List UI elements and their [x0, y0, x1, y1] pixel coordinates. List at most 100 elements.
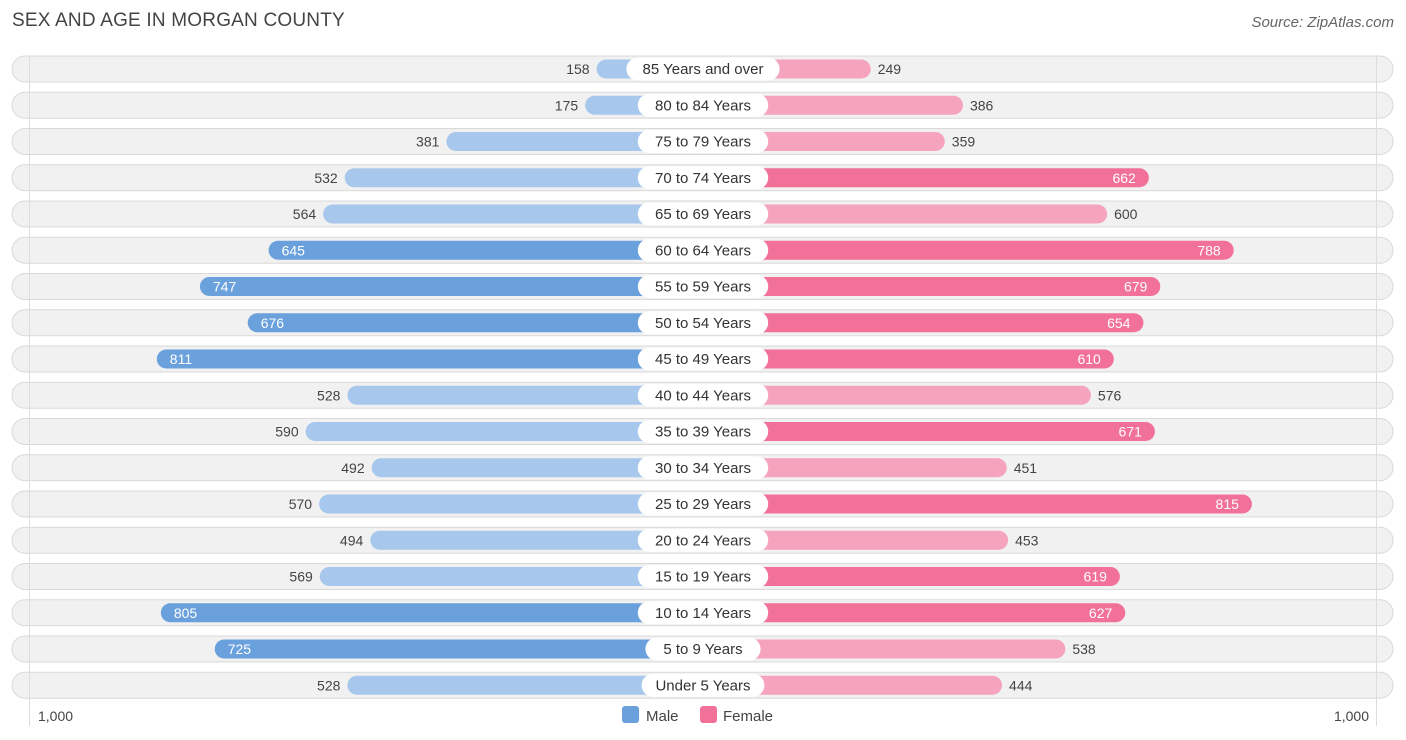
- female-bar: [703, 567, 1120, 586]
- category-pill: [637, 420, 769, 443]
- female-bar: [703, 422, 1155, 441]
- female-value-label: 249: [878, 61, 902, 77]
- male-bar: [370, 530, 703, 550]
- male-value-label: 569: [289, 569, 313, 585]
- axis-layer: 1,000 1,000: [29, 56, 1377, 726]
- female-value-label: 671: [1119, 424, 1143, 440]
- male-value-label: 811: [170, 351, 193, 367]
- row-55-to-59-years: 55 to 59 Years 747 679: [11, 273, 1394, 300]
- row-35-to-39-years: 35 to 39 Years 590 671: [11, 418, 1394, 445]
- male-value-label: 645: [282, 242, 306, 258]
- row-75-to-79-years: 75 to 79 Years 381 359: [11, 128, 1394, 155]
- row-30-to-34-years: 30 to 34 Years 492 451: [11, 454, 1394, 482]
- category-pill: [637, 347, 769, 371]
- rows-layer: 85 Years and over 158 249 80 to 84 Years 175…: [11, 55, 1394, 699]
- category-label: 40 to 44 Years: [655, 387, 751, 404]
- male-value-label: 175: [555, 97, 579, 113]
- category-pill: [637, 202, 769, 226]
- category-label: 70 to 74 Years: [655, 170, 751, 187]
- row-25-to-29-years: 25 to 29 Years 570 815: [11, 490, 1394, 518]
- female-bar: [703, 385, 1091, 405]
- female-bar: [703, 240, 1234, 260]
- female-bar: [703, 168, 1149, 188]
- category-label: 75 to 79 Years: [655, 134, 751, 151]
- female-bar: [703, 639, 1066, 659]
- category-pill: [641, 673, 765, 697]
- category-label: 30 to 34 Years: [655, 460, 751, 477]
- category-pill: [637, 311, 769, 335]
- male-value-label: 528: [317, 387, 341, 403]
- category-label: 55 to 59 Years: [655, 279, 751, 296]
- female-value-label: 619: [1084, 569, 1108, 585]
- male-bar: [199, 277, 703, 296]
- category-label: 10 to 14 Years: [655, 605, 751, 622]
- male-bar: [247, 313, 704, 333]
- category-pill: [637, 93, 769, 117]
- category-pill: [637, 456, 769, 480]
- female-value-label: 576: [1098, 387, 1122, 403]
- category-label: 20 to 24 Years: [655, 532, 751, 549]
- female-bar: [703, 675, 1003, 695]
- male-bar: [323, 204, 703, 224]
- legend-female-label: Female: [723, 708, 773, 725]
- female-bar: [703, 494, 1252, 514]
- female-bar: [703, 313, 1144, 333]
- row-5-to-9-years: 5 to 9 Years 725 538: [11, 635, 1394, 663]
- legend-male-swatch: [622, 706, 639, 723]
- category-pill: [637, 492, 769, 516]
- category-label: 15 to 19 Years: [655, 569, 751, 586]
- male-bar: [319, 494, 703, 514]
- male-bar: [160, 603, 703, 623]
- row-10-to-14-years: 10 to 14 Years 805 627: [11, 599, 1394, 627]
- category-pill: [637, 383, 769, 407]
- female-value-label: 788: [1197, 242, 1221, 258]
- category-label: 5 to 9 Years: [663, 641, 742, 658]
- category-label: 85 Years and over: [643, 61, 764, 78]
- male-value-label: 492: [341, 460, 365, 476]
- male-value-label: 570: [289, 496, 313, 512]
- female-value-label: 815: [1216, 496, 1240, 512]
- row-under-5-years: Under 5 Years 528 444: [11, 671, 1394, 699]
- female-value-label: 359: [952, 134, 976, 150]
- category-pill: [637, 601, 769, 625]
- female-value-label: 386: [970, 97, 994, 113]
- row-15-to-19-years: 15 to 19 Years 569 619: [11, 563, 1394, 590]
- category-pill: [637, 166, 769, 190]
- male-bar: [344, 168, 703, 188]
- female-value-label: 600: [1114, 206, 1138, 222]
- male-bar: [268, 240, 703, 260]
- row-60-to-64-years: 60 to 64 Years 645 788: [11, 236, 1394, 264]
- male-value-label: 676: [261, 315, 285, 331]
- male-value-label: 381: [416, 134, 440, 150]
- male-value-label: 805: [174, 605, 198, 621]
- female-value-label: 654: [1107, 315, 1131, 331]
- female-value-label: 538: [1072, 641, 1096, 657]
- category-label: 60 to 64 Years: [655, 242, 751, 259]
- category-pill: [637, 275, 769, 298]
- female-value-label: 610: [1077, 351, 1101, 367]
- row-70-to-74-years: 70 to 74 Years 532 662: [11, 164, 1394, 192]
- male-bar: [214, 639, 703, 659]
- male-value-label: 564: [293, 206, 317, 222]
- female-bar: [703, 603, 1126, 623]
- male-bar: [305, 422, 703, 441]
- male-bar: [347, 385, 703, 405]
- category-label: 80 to 84 Years: [655, 97, 751, 114]
- female-value-label: 451: [1014, 460, 1038, 476]
- row-65-to-69-years: 65 to 69 Years 564 600: [11, 200, 1394, 228]
- female-value-label: 679: [1124, 279, 1148, 295]
- male-value-label: 590: [275, 424, 299, 440]
- category-label: 25 to 29 Years: [655, 496, 751, 513]
- category-label: 45 to 49 Years: [655, 351, 751, 368]
- male-value-label: 528: [317, 677, 341, 693]
- female-bar: [703, 277, 1161, 296]
- category-label: 65 to 69 Years: [655, 206, 751, 223]
- category-pill: [645, 637, 761, 661]
- male-value-label: 158: [566, 61, 590, 77]
- category-pill: [637, 565, 769, 588]
- row-20-to-24-years: 20 to 24 Years 494 453: [11, 526, 1394, 554]
- male-value-label: 725: [228, 641, 252, 657]
- category-pill: [637, 238, 769, 262]
- female-bar: [703, 458, 1007, 478]
- row-40-to-44-years: 40 to 44 Years 528 576: [11, 381, 1394, 409]
